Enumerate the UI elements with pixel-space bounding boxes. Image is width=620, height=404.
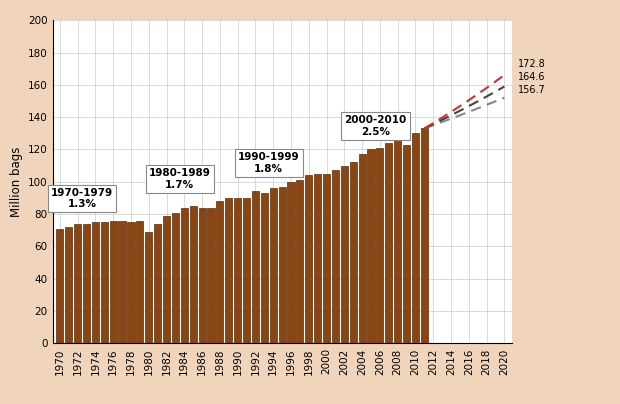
Bar bbox=[208, 208, 215, 343]
Bar bbox=[190, 206, 197, 343]
Bar bbox=[145, 232, 153, 343]
Bar bbox=[368, 149, 374, 343]
Bar bbox=[100, 222, 108, 343]
Bar bbox=[350, 162, 356, 343]
Bar bbox=[92, 222, 99, 343]
Bar bbox=[136, 221, 143, 343]
Bar bbox=[234, 198, 241, 343]
Text: 172.8: 172.8 bbox=[518, 59, 546, 69]
Bar bbox=[118, 221, 126, 343]
Bar bbox=[74, 224, 81, 343]
Bar bbox=[376, 148, 383, 343]
Text: 156.7: 156.7 bbox=[518, 85, 546, 95]
Bar bbox=[83, 224, 90, 343]
Text: 2000-2010
2.5%: 2000-2010 2.5% bbox=[344, 115, 407, 137]
Bar bbox=[181, 208, 188, 343]
Y-axis label: Million bags: Million bags bbox=[9, 147, 22, 217]
Bar bbox=[261, 193, 268, 343]
Bar bbox=[56, 229, 63, 343]
Bar bbox=[394, 140, 401, 343]
Bar bbox=[163, 216, 170, 343]
Bar bbox=[412, 133, 419, 343]
Text: 1980-1989
1.7%: 1980-1989 1.7% bbox=[149, 168, 211, 190]
Bar bbox=[110, 221, 117, 343]
Bar bbox=[323, 174, 330, 343]
Bar bbox=[341, 166, 348, 343]
Bar bbox=[421, 128, 428, 343]
Bar bbox=[296, 180, 303, 343]
Text: 1970-1979
1.3%: 1970-1979 1.3% bbox=[51, 188, 113, 209]
Bar bbox=[198, 208, 206, 343]
Text: 1990-1999
1.8%: 1990-1999 1.8% bbox=[238, 152, 299, 174]
Bar bbox=[127, 222, 135, 343]
Bar bbox=[225, 198, 232, 343]
Bar bbox=[332, 170, 339, 343]
Bar bbox=[65, 227, 73, 343]
Bar bbox=[216, 201, 223, 343]
Bar bbox=[243, 198, 250, 343]
Bar bbox=[278, 187, 286, 343]
Text: 164.6: 164.6 bbox=[518, 72, 546, 82]
Bar bbox=[270, 188, 277, 343]
Bar bbox=[305, 175, 312, 343]
Bar bbox=[154, 224, 161, 343]
Bar bbox=[403, 145, 410, 343]
Bar bbox=[288, 182, 294, 343]
Bar bbox=[385, 143, 392, 343]
Bar bbox=[358, 154, 366, 343]
Bar bbox=[172, 213, 179, 343]
Bar bbox=[252, 191, 259, 343]
Bar bbox=[314, 174, 321, 343]
